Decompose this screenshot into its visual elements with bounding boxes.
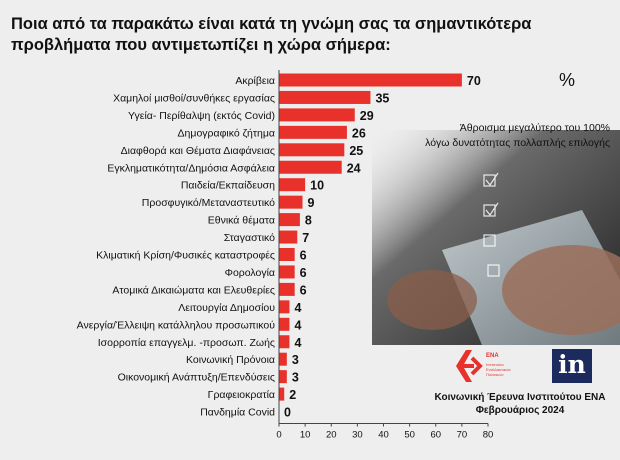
x-tick-label: 30: [352, 430, 363, 441]
category-label: Εγκληματικότητα/Δημόσια Ασφάλεια: [107, 162, 275, 174]
data-label: 2: [289, 388, 296, 402]
in-logo: in: [552, 349, 592, 383]
data-label: 4: [294, 301, 301, 315]
data-label: 8: [305, 214, 312, 228]
bar: [279, 300, 290, 314]
category-label: Υγεία- Περίθαλψη (εκτός Covid): [128, 110, 275, 122]
bar: [279, 125, 347, 139]
survey-line-1: Κοινωνική Έρευνα Ινστιτούτου ΕΝΑ: [434, 392, 606, 403]
x-tick-label: 0: [276, 430, 281, 441]
category-label: Προσφυγικό/Μεταναστευτικό: [142, 197, 275, 209]
x-tick-label: 80: [483, 430, 494, 441]
category-label: Ατομικά Δικαιώματα και Ελευθερίες: [112, 284, 275, 296]
ena-logo-subtitle-2: Εναλλακτικών: [486, 367, 511, 372]
category-label: Λειτουργία Δημοσίου: [178, 302, 275, 314]
survey-source: Κοινωνική Έρευνα Ινστιτούτου ΕΝΑ Φεβρουά…: [432, 391, 608, 417]
data-label: 35: [375, 91, 389, 105]
x-tick-label: 50: [404, 430, 415, 441]
ena-institute-logo: ΕΝΑ Ινστιτούτο Εναλλακτικών Πολιτικών: [456, 350, 511, 382]
data-label: 70: [467, 74, 481, 88]
category-label: Ανεργία/Έλλειψη κατάλληλου προσωπικού: [77, 319, 276, 331]
data-label: 4: [294, 318, 301, 332]
category-label: Οικονομική Ανάπτυξη/Επενδύσεις: [118, 372, 275, 384]
title-line-1: Ποια από τα παρακάτω είναι κατά τη γνώμη…: [11, 15, 532, 33]
category-label: Δημογραφικό ζήτημα: [178, 127, 275, 139]
x-tick-label: 70: [457, 430, 468, 441]
bar: [279, 178, 306, 192]
title-line-2: προβλήματα που αντιμετωπίζει η χώρα σήμε…: [11, 36, 391, 54]
tablet-hands-photo: [372, 130, 620, 345]
data-label: 4: [294, 336, 301, 350]
category-label: Διαφθορά και Θέματα Διαφάνειας: [121, 145, 275, 157]
bar: [279, 387, 285, 401]
category-label: Ισορροπία επαγγελμ. -προσωπ. Ζωής: [98, 337, 275, 349]
data-label: 6: [300, 249, 307, 263]
category-label: Γραφειοκρατία: [208, 389, 275, 401]
x-tick-label: 10: [300, 430, 311, 441]
category-label: Πανδημία Covid: [200, 407, 275, 419]
bar: [279, 317, 290, 331]
bar: [279, 160, 342, 174]
bar: [279, 213, 300, 227]
ena-logo-name: ΕΝΑ: [486, 353, 499, 359]
data-label: 29: [360, 109, 374, 123]
note-line-1: Άθροισμα μεγαλύτερο του 100%: [459, 122, 610, 134]
data-label: 25: [349, 144, 363, 158]
data-label: 3: [292, 371, 299, 385]
ena-logo-subtitle-3: Πολιτικών: [486, 372, 503, 377]
data-label: 26: [352, 126, 366, 140]
percent-label: %: [559, 70, 576, 90]
bar: [279, 352, 287, 366]
chart-title: Ποια από τα παρακάτω είναι κατά τη γνώμη…: [11, 14, 611, 56]
category-label: Σταγαστικό: [224, 232, 275, 244]
x-tick-label: 20: [326, 430, 337, 441]
ena-logo-subtitle-1: Ινστιτούτο: [486, 362, 505, 367]
category-label: Ακρίβεια: [235, 75, 275, 87]
data-label: 0: [284, 406, 291, 420]
data-label: 9: [308, 196, 315, 210]
bar: [279, 370, 287, 384]
bar: [279, 195, 303, 209]
bar: [279, 90, 371, 104]
category-label: Παιδεία/Εκπαίδευση: [181, 180, 275, 192]
data-label: 3: [292, 353, 299, 367]
bar: [279, 143, 345, 157]
bar: [279, 108, 355, 122]
category-label: Εθνικά θέματα: [208, 215, 275, 227]
bar: [279, 335, 290, 349]
data-label: 6: [300, 283, 307, 297]
category-label: Κοινωνική Πρόνοια: [186, 354, 275, 366]
data-label: 6: [300, 266, 307, 280]
x-tick-label: 60: [430, 430, 441, 441]
data-label: 24: [347, 161, 361, 175]
note-line-2: λόγω δυνατότητας πολλαπλής επιλογής: [425, 137, 610, 149]
bar: [279, 265, 295, 279]
survey-line-2: Φεβρουάριος 2024: [475, 405, 565, 416]
x-tick-label: 40: [378, 430, 389, 441]
category-label: Κλιματική Κρίση/Φυσικές καταστροφές: [96, 250, 275, 262]
bar: [279, 248, 295, 261]
data-label: 7: [302, 231, 309, 245]
multiple-choice-note: Άθροισμα μεγαλύτερο του 100% λόγω δυνατό…: [388, 121, 610, 151]
bar: [279, 73, 462, 87]
category-label: Φορολογία: [225, 267, 275, 279]
data-label: 10: [310, 179, 324, 193]
bar: [279, 230, 298, 244]
category-label: Χαμηλοί μισθοί/συνθήκες εργασίας: [113, 92, 275, 104]
bar: [279, 282, 295, 296]
